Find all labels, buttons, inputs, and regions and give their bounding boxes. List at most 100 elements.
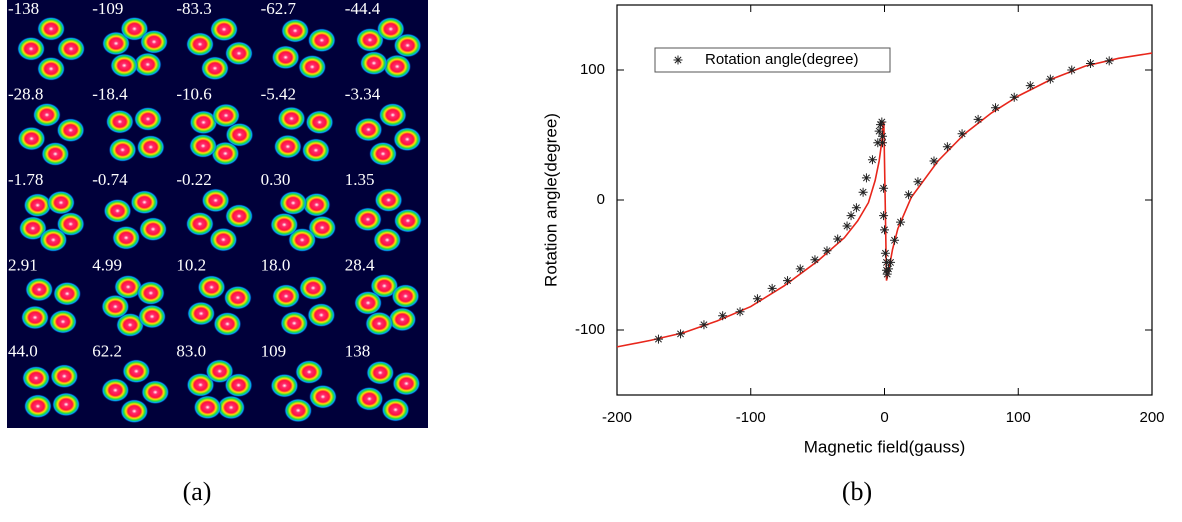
beam-spot: [57, 36, 86, 61]
beam-spot: [105, 109, 134, 134]
data-point: [822, 246, 832, 256]
image-label: 83.0: [176, 341, 206, 360]
data-point: [1009, 92, 1019, 102]
beam-spot: [201, 188, 230, 213]
y-tick-label: 0: [597, 191, 605, 208]
beam-spot: [272, 284, 301, 309]
beam-spot: [46, 190, 75, 215]
data-point: [795, 264, 805, 274]
beam-spot: [378, 103, 407, 128]
beam-spot: [280, 311, 309, 336]
beam-spot: [225, 122, 254, 147]
x-tick-label: 200: [1139, 409, 1164, 426]
beam-spot: [295, 359, 324, 384]
data-point: [880, 248, 890, 258]
data-point: [833, 234, 843, 244]
beam-spot: [354, 117, 383, 142]
data-point: [1085, 59, 1095, 68]
data-point: [942, 142, 952, 152]
beam-spot: [308, 384, 337, 409]
data-point: [877, 117, 887, 127]
beam-spot: [209, 227, 238, 252]
image-label: -18.4: [92, 85, 128, 104]
data-point: [752, 294, 762, 304]
beam-spot: [114, 274, 143, 299]
beam-spot: [299, 275, 328, 300]
beam-spot: [187, 301, 216, 326]
beam-spot: [185, 211, 214, 236]
beam-spot: [308, 215, 337, 240]
beam-spot: [376, 17, 405, 42]
data-point: [882, 269, 892, 279]
beam-spot: [108, 137, 137, 162]
image-label: 109: [261, 341, 287, 360]
beam-spot: [211, 141, 240, 166]
beam-spot: [383, 54, 412, 79]
x-tick-label: 0: [880, 409, 888, 426]
data-point: [842, 221, 852, 231]
image-label: 10.2: [176, 256, 206, 275]
data-point: [851, 203, 861, 213]
beam-spot: [393, 33, 422, 58]
beam-spot: [186, 372, 215, 397]
beam-spot: [224, 41, 253, 66]
data-point: [879, 183, 889, 193]
beam-spot: [186, 32, 215, 57]
image-label: -138: [8, 0, 39, 18]
beam-spot: [298, 54, 327, 79]
fit-line: [616, 52, 1153, 348]
data-point: [1067, 65, 1077, 75]
image-label: 138: [345, 341, 371, 360]
image-label: -10.6: [176, 85, 211, 104]
data-point: [884, 264, 894, 274]
data-point: [874, 126, 884, 136]
beam-spot: [120, 16, 149, 41]
image-label: -62.7: [261, 0, 297, 18]
legend-label: Rotation angle(degree): [705, 51, 858, 68]
data-point: [873, 138, 883, 148]
image-label: 62.2: [92, 341, 122, 360]
beam-spot: [301, 138, 330, 163]
x-tick-label: -100: [736, 409, 766, 426]
beam-spot: [381, 397, 410, 422]
data-point: [991, 103, 1001, 113]
y-axis-label: Rotation angle(degree): [541, 113, 560, 287]
beam-spot: [141, 380, 170, 405]
beam-spot: [273, 134, 302, 159]
beam-spot: [369, 141, 398, 166]
data-point: [877, 131, 887, 141]
beam-spot: [193, 395, 222, 420]
data-point: [653, 334, 663, 344]
beam-spot: [225, 204, 254, 229]
y-tick-label: -100: [575, 321, 605, 338]
x-tick-label: 100: [1006, 409, 1031, 426]
beam-spot: [210, 17, 239, 42]
beam-spot: [130, 190, 159, 215]
image-label: 44.0: [8, 341, 38, 360]
beam-spot: [392, 371, 421, 396]
beam-spot: [223, 285, 252, 310]
beam-spot: [133, 106, 162, 131]
legend-box: [654, 47, 891, 73]
data-point: [861, 173, 871, 183]
image-label: 1.35: [345, 170, 375, 189]
beam-spot: [56, 118, 85, 143]
data-point: [1045, 74, 1055, 84]
x-tick-label: -200: [602, 409, 632, 426]
beam-spot: [271, 45, 300, 70]
beam-spot: [53, 281, 82, 306]
data-point: [699, 320, 709, 330]
image-label: -0.22: [176, 170, 211, 189]
beam-spot: [41, 141, 70, 166]
beam-spot: [23, 193, 52, 218]
beam-spot: [140, 29, 169, 54]
data-point: [783, 276, 793, 286]
beam-spot: [391, 284, 420, 309]
beam-spot: [56, 212, 85, 237]
image-label: 4.99: [92, 256, 122, 275]
beam-spot: [205, 359, 234, 384]
beam-spot: [200, 56, 229, 81]
beam-spot: [217, 395, 246, 420]
beam-spot: [213, 311, 242, 336]
